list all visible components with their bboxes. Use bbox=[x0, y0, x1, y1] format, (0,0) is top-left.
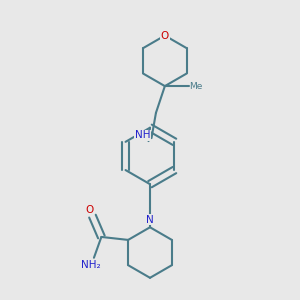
Text: O: O bbox=[161, 31, 169, 40]
Text: NH₂: NH₂ bbox=[81, 260, 101, 270]
Text: NH: NH bbox=[135, 130, 150, 140]
Text: N: N bbox=[146, 215, 154, 225]
Text: O: O bbox=[85, 205, 94, 215]
Text: Me: Me bbox=[189, 82, 203, 91]
